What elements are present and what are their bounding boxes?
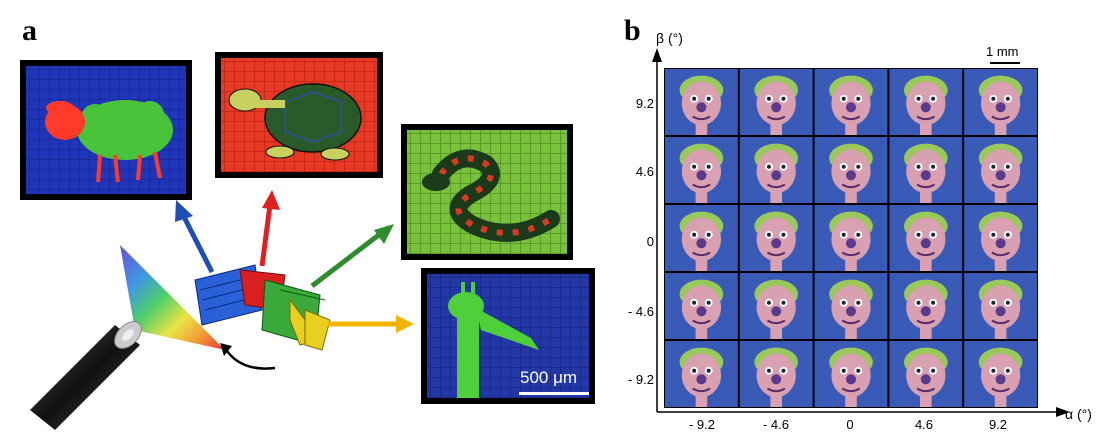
scale-bar-label-500um: 500 μm [520, 368, 578, 387]
face-tile [964, 341, 1037, 407]
face-tile [889, 273, 963, 339]
spectrum-cone [120, 245, 225, 350]
snake-image [401, 124, 573, 260]
face-tile [739, 205, 813, 271]
x-tick: - 4.6 [762, 417, 789, 432]
face-tile [964, 205, 1037, 271]
y-tick: 0 [646, 234, 654, 249]
panel-a-label: a [22, 14, 37, 47]
face-tile [665, 341, 738, 407]
face-tile [889, 205, 963, 271]
blue-arrow [179, 211, 215, 274]
scale-bar-label-1mm: 1 mm [986, 44, 1019, 59]
y-tick: 9.2 [635, 96, 654, 111]
axes [652, 48, 1070, 417]
y-tick: 4.6 [635, 164, 654, 179]
light-dispersion-diagram [30, 190, 414, 430]
face-tile [665, 205, 738, 271]
panel-b-label: b [624, 14, 641, 47]
face-tile [665, 273, 738, 339]
y-axis-label: β (°) [656, 30, 683, 46]
rotation-arrow [223, 347, 276, 370]
face-tile [739, 273, 813, 339]
x-tick: 0 [846, 417, 854, 432]
red-arrow [259, 204, 273, 267]
face-tile [665, 137, 738, 203]
x-tick: 9.2 [988, 417, 1008, 432]
face-tile [889, 69, 963, 135]
face-tile [739, 137, 813, 203]
face-tile [964, 273, 1037, 339]
face-tile [814, 205, 888, 271]
face-grid [664, 68, 1038, 408]
face-tile [739, 341, 813, 407]
giraffe-image: 500 μm [421, 268, 595, 404]
optical-fiber [30, 325, 140, 430]
face-tile [889, 137, 963, 203]
sheep-image [20, 60, 192, 200]
green-arrow [310, 232, 382, 288]
x-tick: - 9.2 [688, 417, 715, 432]
x-tick: 4.6 [914, 417, 934, 432]
grating-structure [194, 264, 331, 351]
turtle-image [215, 52, 383, 178]
y-tick: - 4.6 [627, 304, 654, 319]
face-tile [814, 137, 888, 203]
face-tile [814, 341, 888, 407]
face-tile [889, 341, 963, 407]
face-tile [814, 273, 888, 339]
face-grid-svg [665, 69, 1037, 407]
face-tile [814, 69, 888, 135]
face-tile [964, 137, 1037, 203]
y-tick: - 9.2 [627, 372, 654, 387]
face-tile [739, 69, 813, 135]
face-tile [665, 69, 738, 135]
face-tile [964, 69, 1037, 135]
x-axis-label: α (°) [1065, 406, 1092, 422]
